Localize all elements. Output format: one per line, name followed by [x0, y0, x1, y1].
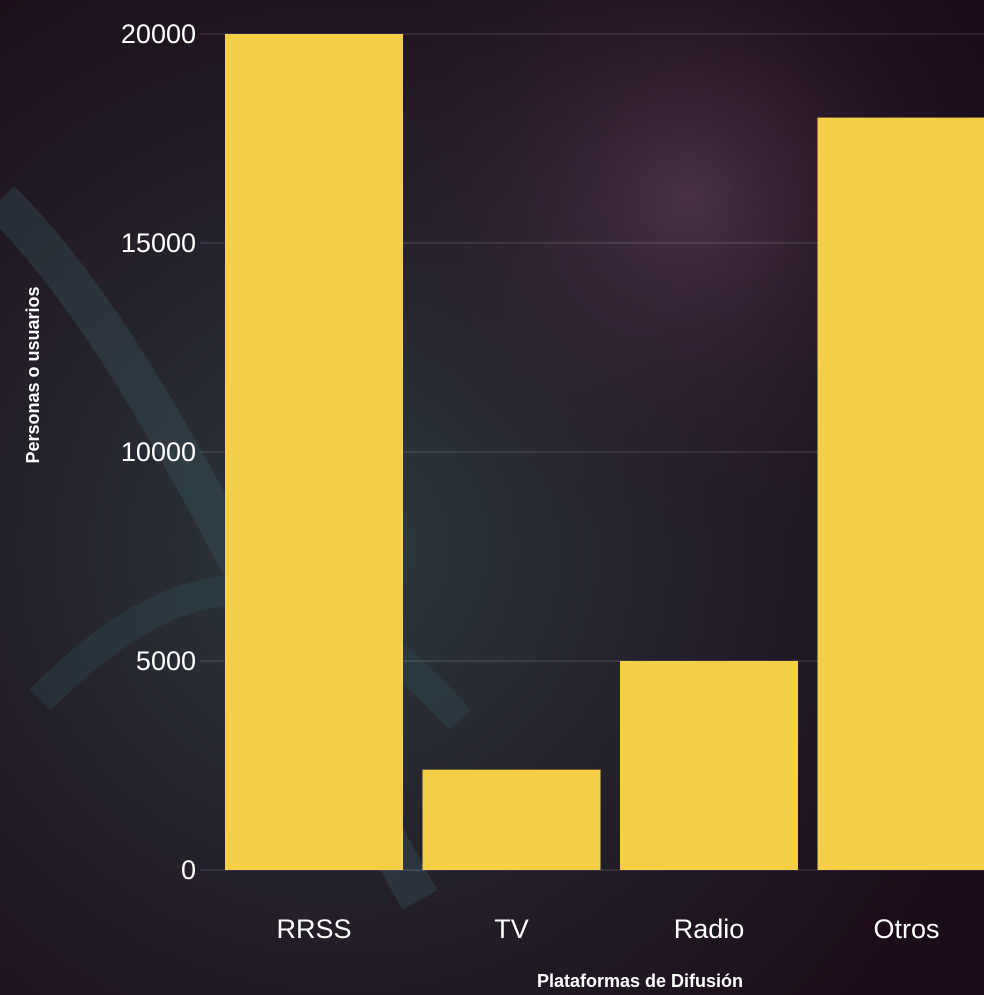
x-tick-label: RRSS [276, 914, 351, 944]
y-tick-label: 10000 [121, 437, 196, 467]
bar [423, 770, 601, 870]
bar [225, 34, 403, 870]
x-tick-label: TV [494, 914, 529, 944]
y-tick-label: 20000 [121, 19, 196, 49]
y-tick-label: 0 [181, 855, 196, 885]
y-tick-label: 15000 [121, 228, 196, 258]
chart: 0 5000 10000 15000 20000 RRSS TV Radio Otros Pla… [0, 0, 984, 995]
bar [818, 118, 984, 870]
x-axis-title: Plataformas de Difusión [537, 971, 743, 991]
page: {"chart_data": {"type": "bar", "categori… [0, 0, 984, 995]
x-tick-label: Radio [674, 914, 745, 944]
y-axis-title: Personas o usuarios [23, 286, 43, 463]
bar [620, 661, 798, 870]
y-tick-label: 5000 [136, 646, 196, 676]
x-tick-label: Otros [873, 914, 939, 944]
